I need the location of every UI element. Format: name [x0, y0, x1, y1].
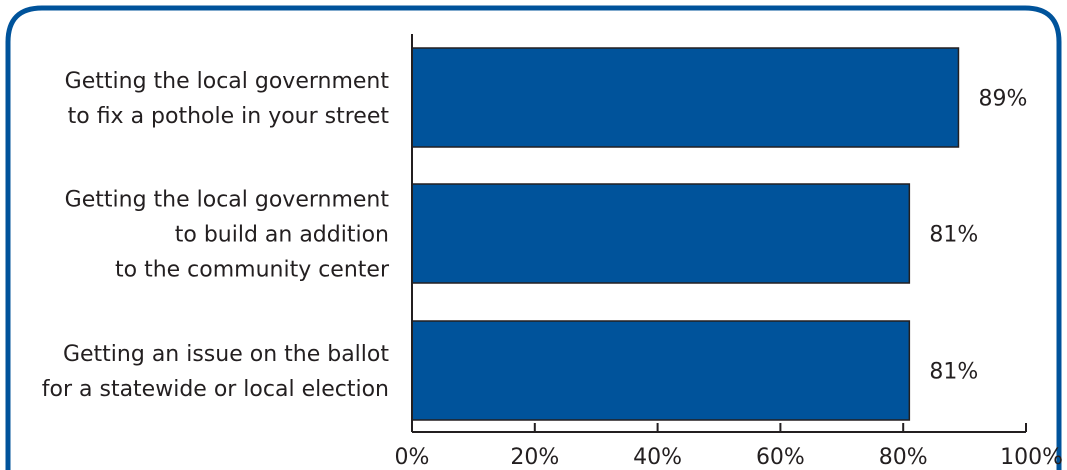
category-labels: Getting the local government to fix a pot… — [42, 69, 390, 402]
x-tick-label: 20% — [510, 445, 559, 470]
x-tick-label: 40% — [633, 445, 682, 470]
category-label-line: Getting the local government — [65, 188, 390, 213]
x-tick-label: 80% — [879, 445, 928, 470]
value-labels: 89% 81% 81% — [929, 87, 1027, 385]
bar — [411, 320, 911, 421]
x-tick-label: 100% — [1000, 445, 1063, 470]
x-tick-label: 60% — [756, 445, 805, 470]
category-label-line: to build an addition — [175, 223, 389, 248]
bar-value-label: 81% — [929, 223, 978, 248]
x-axis-ticks: 0% 20% 40% 60% 80% 100% — [395, 423, 1063, 470]
bar-value-label: 89% — [978, 87, 1027, 112]
category-label: Getting the local government to fix a pot… — [65, 69, 390, 129]
category-label-line: for a statewide or local election — [42, 377, 389, 402]
bar-value-label: 81% — [929, 360, 978, 385]
bar — [411, 183, 911, 284]
category-label: Getting the local government to build an … — [65, 188, 390, 283]
category-label-line: Getting the local government — [65, 69, 390, 94]
category-label-line: Getting an issue on the ballot — [63, 342, 389, 367]
bars-group — [411, 47, 960, 421]
category-label-line: to fix a pothole in your street — [68, 104, 390, 129]
category-label-line: to the community center — [115, 258, 390, 283]
x-tick-label: 0% — [395, 445, 430, 470]
category-label: Getting an issue on the ballot for a stat… — [42, 342, 390, 402]
bar — [411, 47, 960, 148]
chart-frame — [5, 5, 1062, 470]
